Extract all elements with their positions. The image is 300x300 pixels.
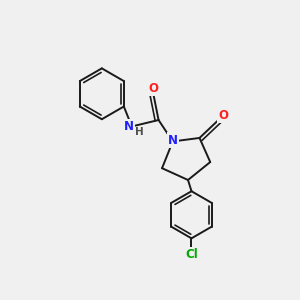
Text: N: N — [124, 120, 134, 133]
Text: H: H — [135, 127, 144, 137]
Text: N: N — [168, 134, 178, 147]
Text: Cl: Cl — [185, 248, 198, 261]
Text: O: O — [218, 109, 228, 122]
Text: O: O — [148, 82, 158, 95]
